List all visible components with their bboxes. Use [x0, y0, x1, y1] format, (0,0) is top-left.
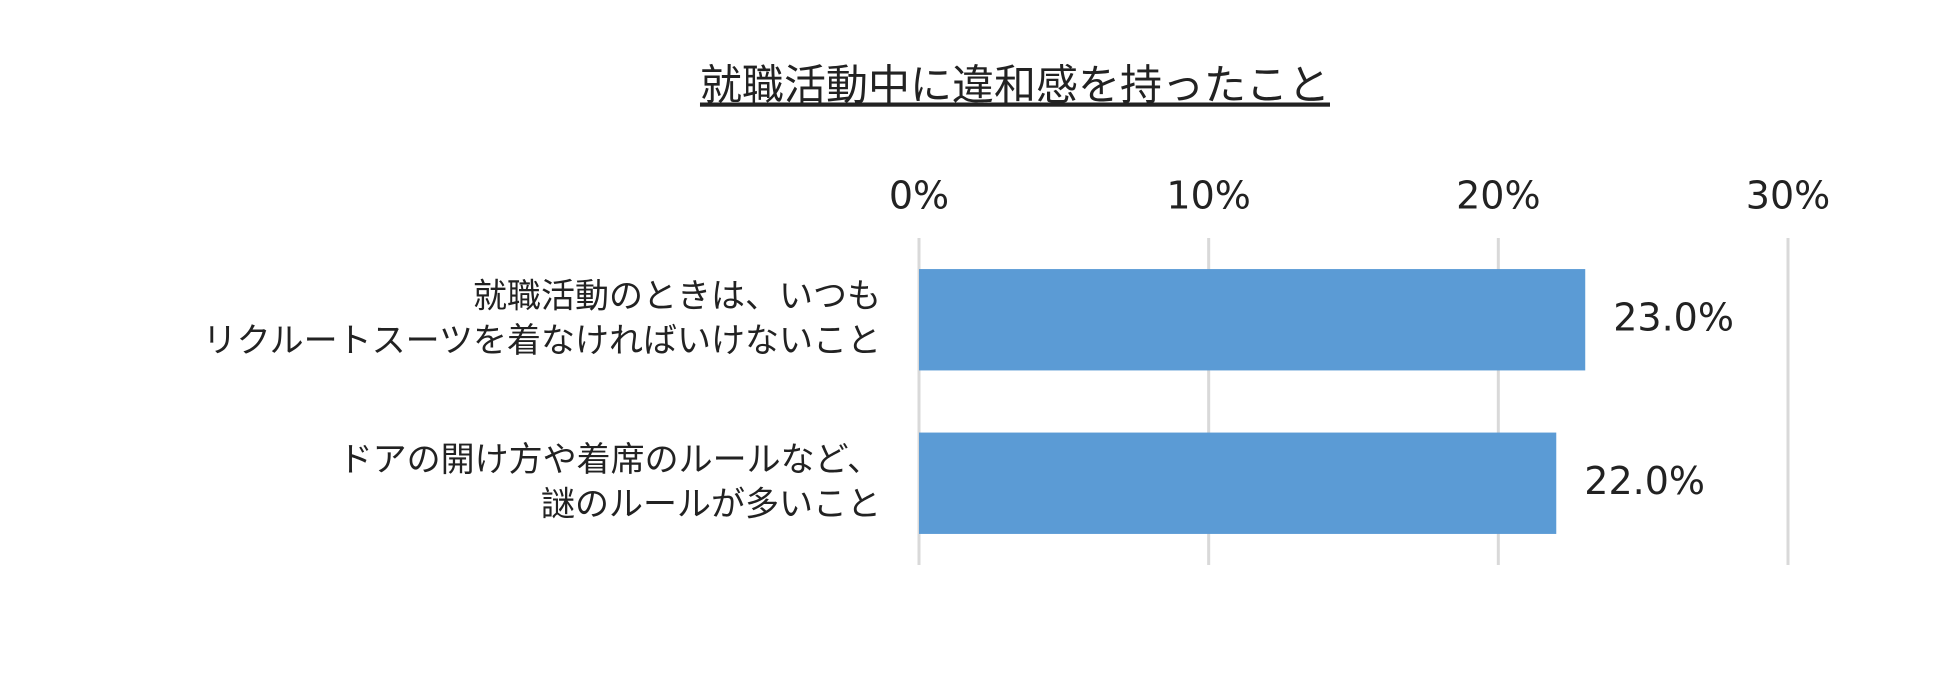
x-tick-label: 0% [889, 174, 949, 218]
x-tick-label: 10% [1166, 174, 1250, 218]
y-tick-label: 就職活動のときは、いつもリクルートスーツを着なければいけないこと [203, 276, 881, 360]
bar [919, 432, 1557, 534]
value-label: 22.0% [1584, 459, 1705, 503]
x-tick-label: 20% [1456, 174, 1540, 218]
x-tick-label: 30% [1746, 174, 1830, 218]
bar [919, 269, 1586, 371]
y-tick-label: ドアの開け方や着席のルールなど、謎のルールが多いこと [339, 440, 881, 524]
value-label: 23.0% [1613, 295, 1734, 339]
chart-title: 就職活動中に違和感を持ったこと [700, 61, 1330, 110]
